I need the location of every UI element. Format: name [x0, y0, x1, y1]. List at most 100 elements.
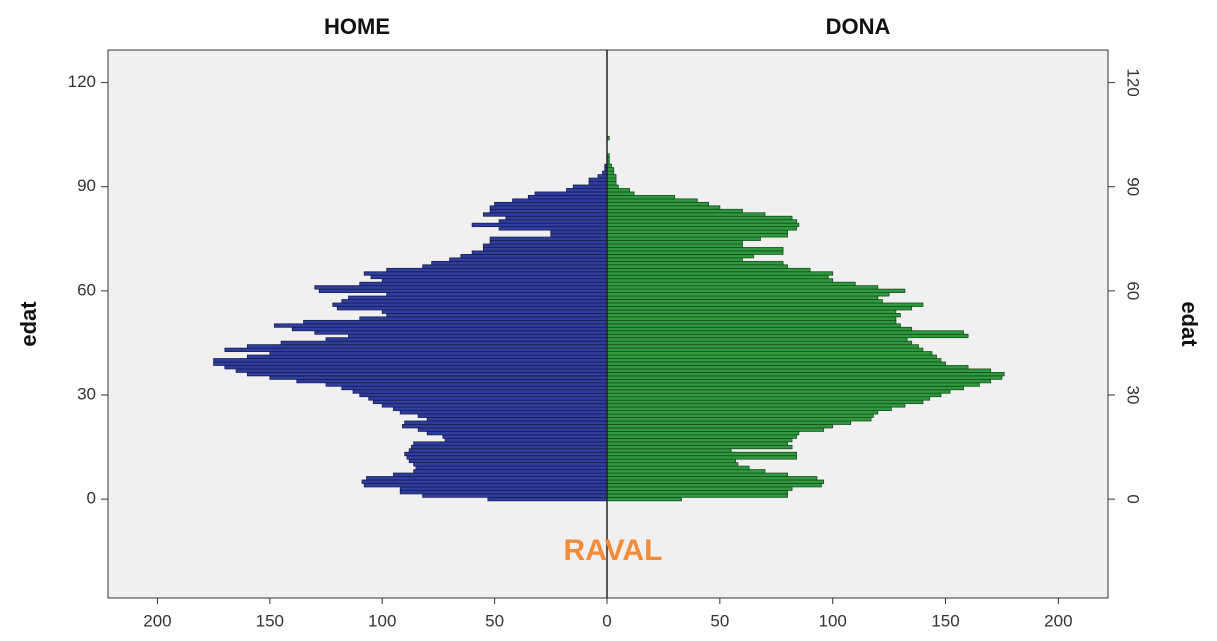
bar [449, 257, 608, 262]
bar [606, 167, 615, 172]
bar [381, 403, 608, 408]
bar [359, 392, 608, 398]
bar [606, 368, 992, 373]
bar [606, 302, 924, 307]
x-tick-label: 150 [256, 611, 284, 630]
bar [606, 472, 788, 477]
bar [318, 288, 608, 293]
bar [606, 292, 890, 297]
bar [471, 250, 608, 255]
bar [406, 455, 608, 460]
bar [494, 201, 608, 207]
bar [606, 399, 924, 405]
bar [606, 403, 906, 408]
bar [606, 306, 913, 311]
bar [534, 191, 608, 196]
bar [444, 437, 608, 443]
bar [606, 451, 797, 457]
bar [442, 434, 608, 439]
bar [280, 340, 608, 346]
y-tick-label: 60 [1124, 281, 1143, 300]
bar [386, 313, 608, 318]
bar [606, 392, 942, 398]
bar [606, 240, 743, 245]
bar [606, 365, 969, 370]
bar [588, 177, 608, 182]
bar [606, 281, 856, 287]
bar [363, 271, 608, 276]
bar [381, 309, 608, 314]
bar [370, 274, 608, 280]
bar [606, 431, 800, 436]
y-tick-label: 0 [1124, 494, 1143, 503]
bar [606, 434, 797, 439]
bar [471, 222, 608, 228]
bar [246, 372, 608, 377]
bar [606, 333, 969, 339]
bar [606, 243, 743, 248]
bar [213, 361, 608, 366]
y-tick-label: 30 [77, 384, 96, 403]
bar [606, 205, 721, 210]
bar [489, 240, 608, 245]
bar [606, 257, 743, 262]
bar [381, 278, 608, 283]
bar [606, 188, 630, 193]
bar [235, 368, 608, 373]
bar [606, 469, 766, 474]
bar [303, 319, 608, 325]
bar [606, 215, 793, 221]
bar [487, 496, 608, 502]
bar [606, 417, 872, 422]
bar [606, 347, 924, 352]
bar [348, 295, 608, 300]
bar [404, 420, 608, 425]
bar [393, 472, 608, 477]
bar [572, 184, 608, 189]
bar [386, 267, 608, 273]
bar [498, 219, 608, 224]
bar [606, 170, 615, 175]
y-tick-label: 60 [77, 280, 96, 299]
bar [606, 264, 788, 269]
bar [368, 396, 608, 401]
bar [606, 177, 617, 182]
bar [606, 219, 797, 224]
bar [606, 260, 784, 266]
bar [606, 490, 788, 495]
bar [352, 389, 608, 394]
bar [482, 247, 608, 252]
bar [606, 323, 901, 328]
bar [422, 264, 608, 269]
bar [359, 316, 608, 321]
bar [505, 215, 608, 221]
bar [606, 424, 834, 429]
bar [341, 299, 608, 304]
bar [606, 496, 682, 502]
bar [413, 441, 608, 446]
panel-title: DONA [826, 14, 891, 39]
bar [314, 330, 608, 335]
x-tick-label: 100 [368, 611, 396, 630]
bar [606, 181, 617, 186]
x-tick-label: 100 [818, 611, 846, 630]
bar [482, 212, 608, 217]
x-tick-label: 150 [931, 611, 959, 630]
bar [359, 281, 608, 287]
bar [246, 344, 608, 349]
bar [606, 441, 788, 446]
y-axis-label: edat [1177, 301, 1202, 347]
bar [361, 479, 608, 484]
bar [426, 417, 608, 422]
bar [415, 465, 608, 470]
bar [606, 396, 931, 401]
bar [417, 427, 608, 432]
bar [341, 385, 608, 391]
bar [386, 292, 608, 297]
bar [606, 313, 901, 318]
bar [606, 458, 737, 464]
bar [606, 309, 897, 314]
bar [606, 337, 908, 342]
bar [606, 378, 992, 384]
